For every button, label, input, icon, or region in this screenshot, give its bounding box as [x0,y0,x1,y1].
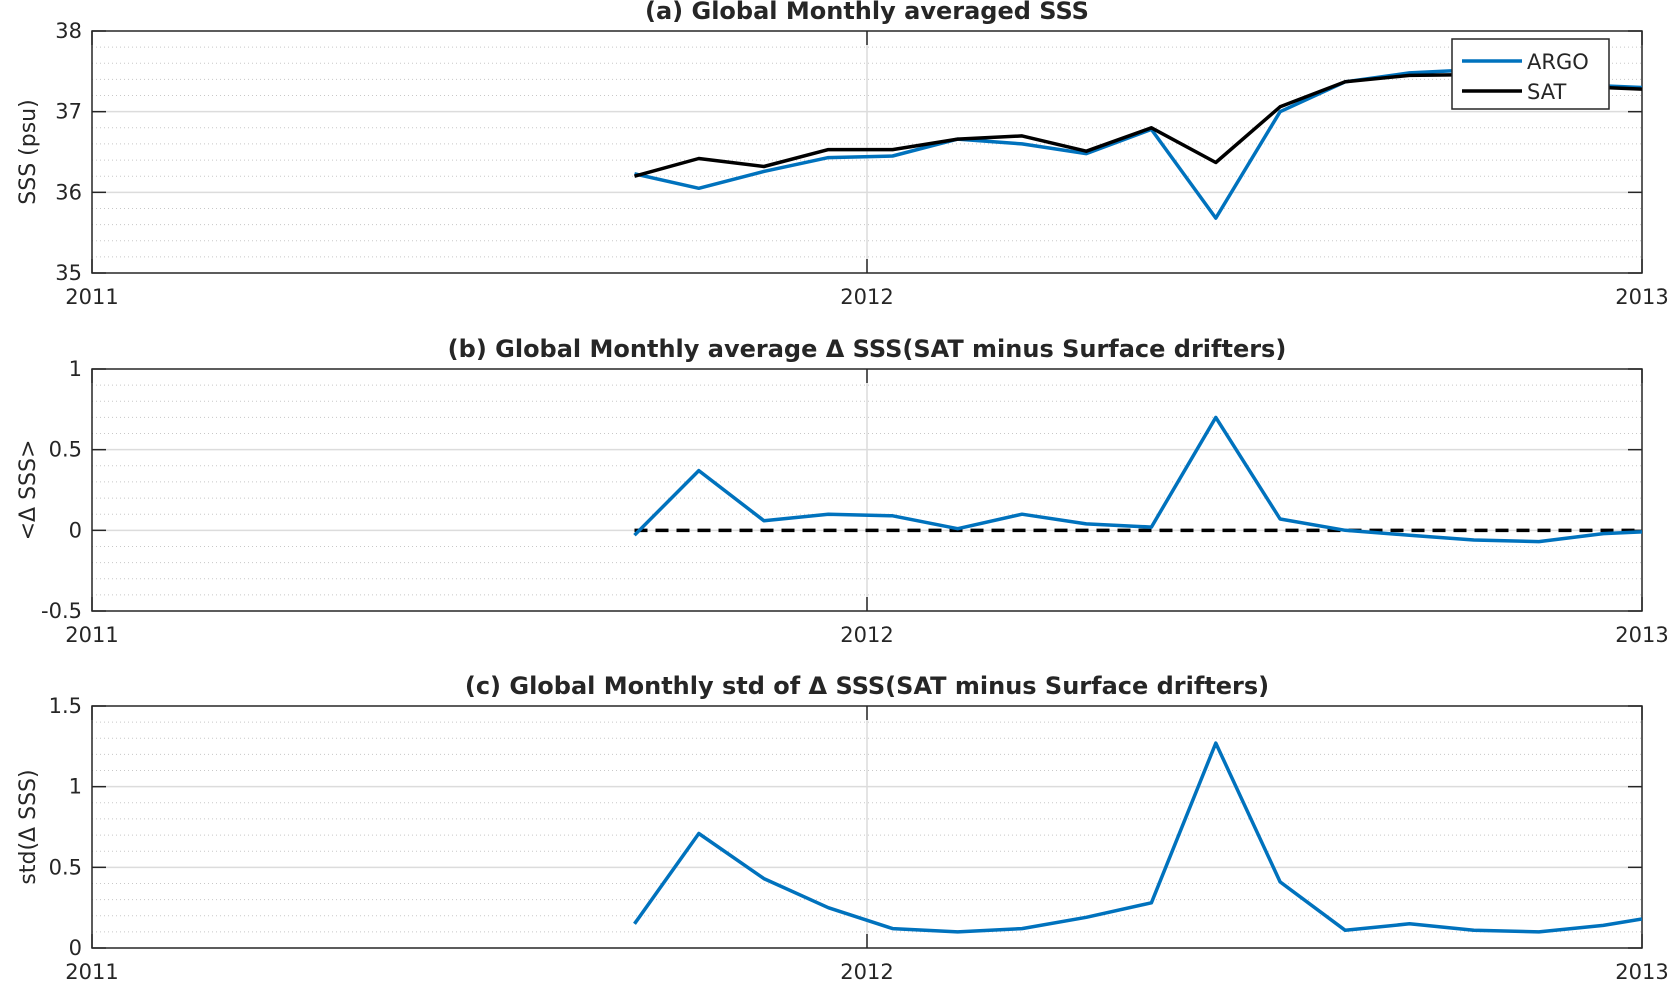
y-tick-label: -0.5 [41,599,82,623]
panel-c: 2011 2012 2013 0 0.5 1 1.5 (c) Global Monthly s… [16,672,1669,984]
x-tick-label: 2013 [1615,623,1668,647]
legend-label: SAT [1527,80,1566,104]
panel-a: 2011 2012 2013 35 36 37 38 (a) Global Monthly a… [16,0,1669,309]
y-tick-label: 37 [55,100,82,124]
y-axis-label: <Δ SSS> [16,440,41,541]
y-tick-label: 1 [69,357,82,381]
x-tick-label: 2012 [840,623,893,647]
chart-title: (b) Global Monthly average Δ SSS(SAT min… [448,335,1287,363]
x-tick-label: 2013 [1615,960,1668,982]
legend: ARGO SAT [1451,38,1610,110]
y-tick-label: 36 [55,180,82,204]
y-axis-label: std(Δ SSS) [16,769,41,884]
panel-b: 2011 2012 2013 -0.5 0 0.5 1 (b) Global Monthly … [16,335,1669,647]
y-tick-label: 0.5 [49,438,82,462]
y-tick-label: 35 [55,261,82,285]
x-tick-label: 2012 [840,960,893,982]
series-line [633,741,1642,934]
y-axis-label: SSS (psu) [16,99,41,204]
y-tick-label: 0 [69,936,82,960]
y-tick-label: 1.5 [49,694,82,718]
chart-title: (a) Global Monthly averaged SSS [645,0,1089,25]
x-tick-label: 2013 [1615,285,1668,309]
series-line [633,415,1642,544]
x-tick-label: 2011 [65,960,118,982]
y-tick-label: 38 [55,19,82,43]
legend-box [1451,38,1610,110]
legend-label: ARGO [1527,50,1589,74]
x-tick-label: 2011 [65,623,118,647]
x-tick-label: 2012 [840,285,893,309]
y-tick-label: 0.5 [49,855,82,879]
x-tick-label: 2011 [65,285,118,309]
y-tick-label: 0 [69,518,82,542]
chart-title: (c) Global Monthly std of Δ SSS(SAT minu… [465,672,1269,700]
y-tick-label: 1 [69,775,82,799]
